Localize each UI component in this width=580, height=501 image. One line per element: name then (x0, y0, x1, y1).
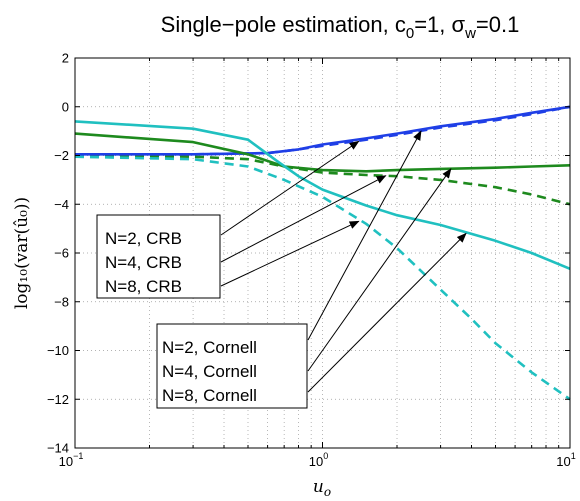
series-n4_crb (74, 154, 571, 206)
annotation-arrows (220, 130, 467, 393)
y-tick-label-4: −6 (54, 246, 69, 261)
arrow-n4_cornell (307, 168, 452, 372)
y-axis-label: log₁₀(var(û₀)) (12, 197, 32, 309)
label-n4-crb: N=4, CRB (105, 253, 182, 272)
x-tick-label-1: 100 (309, 451, 328, 469)
arrow-n8_cornell (307, 232, 467, 393)
label-n8-cornell: N=8, Cornell (162, 386, 257, 405)
label-n2-cornell: N=2, Cornell (162, 338, 257, 357)
series-group (74, 105, 571, 401)
y-tick-label-7: −12 (47, 392, 69, 407)
series-n4_cornell (74, 132, 571, 173)
y-tick-label-5: −8 (54, 294, 69, 309)
label-n2-crb: N=2, CRB (105, 229, 182, 248)
y-tick-label-8: −14 (47, 441, 69, 456)
y-tick-label-2: −2 (54, 148, 69, 163)
y-tick-label-3: −4 (54, 197, 69, 212)
x-tick-label-0: 10−1 (59, 451, 84, 469)
y-tick-label-0: 2 (62, 51, 69, 66)
arrow-n2_cornell (307, 130, 422, 341)
arrow-n2_crb (220, 140, 360, 236)
x-axis-label: uo (313, 477, 331, 499)
arrow-n4_crb (220, 175, 387, 263)
chart-title: Single−pole estimation, c0=1, σw=0.1 (161, 12, 520, 42)
y-tick-label-1: 0 (62, 99, 69, 114)
y-tick-label-6: −10 (47, 343, 69, 358)
label-n4-cornell: N=4, Cornell (162, 362, 257, 381)
crb-legend-box: N=2, CRB N=4, CRB N=8, CRB (96, 214, 221, 299)
x-tick-label-2: 101 (556, 451, 575, 469)
arrow-n8_crb (220, 220, 360, 287)
label-n8-crb: N=8, CRB (105, 277, 182, 296)
cornell-legend-box: N=2, Cornell N=4, Cornell N=8, Cornell (156, 323, 308, 409)
